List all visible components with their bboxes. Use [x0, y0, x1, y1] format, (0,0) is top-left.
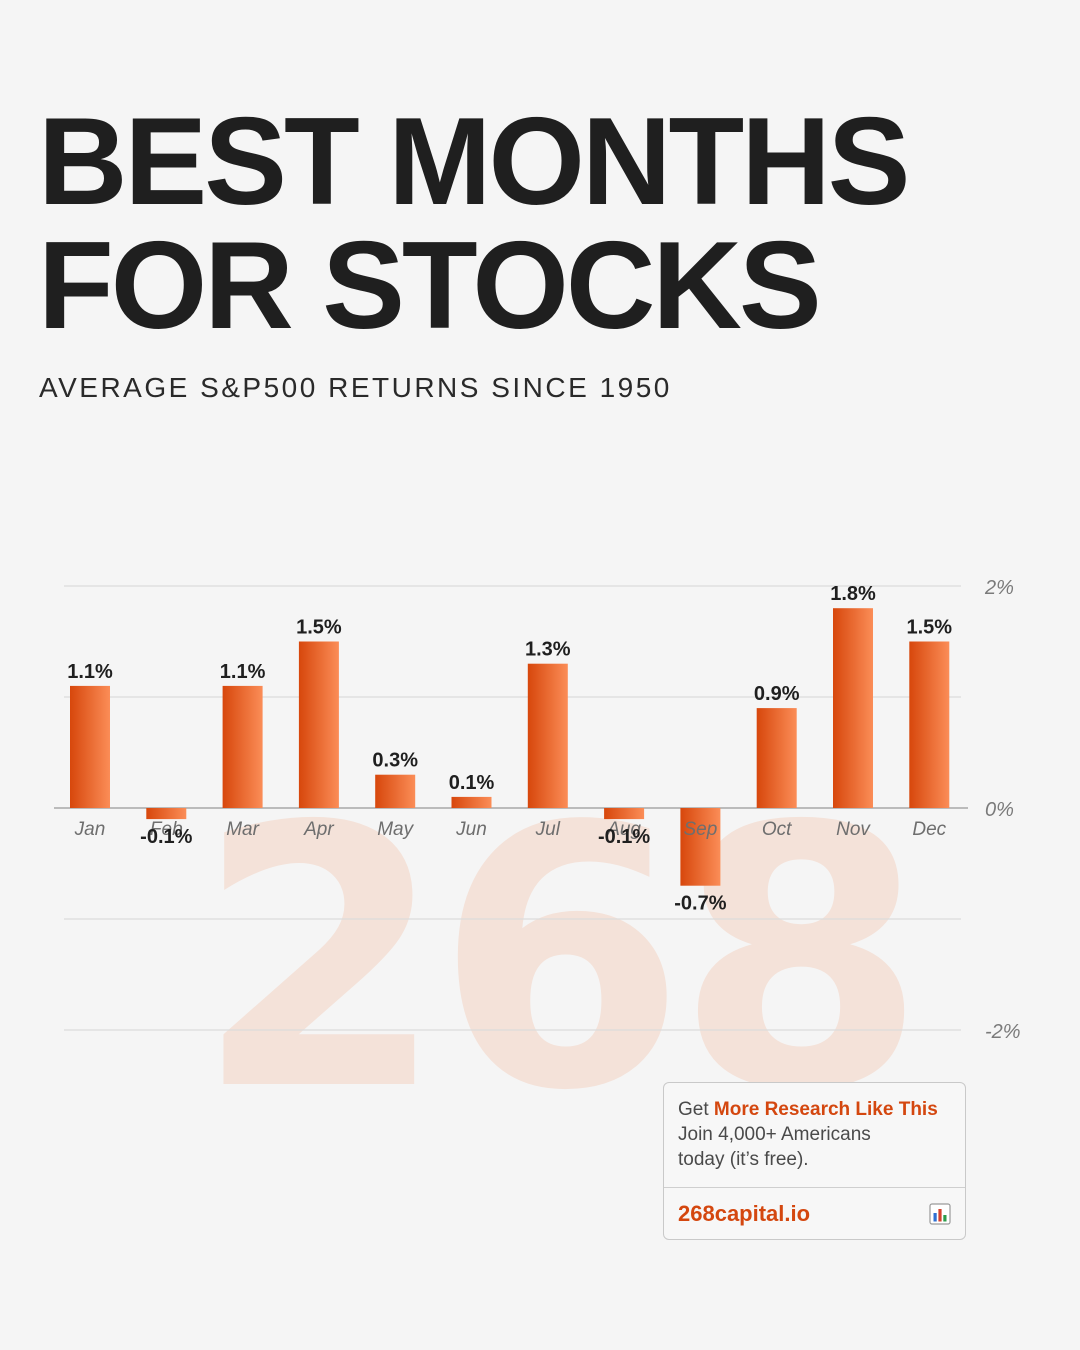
bar-jan [70, 685, 110, 808]
data-label: 1.1% [67, 661, 113, 683]
website-link[interactable]: 268capital.io [678, 1200, 811, 1226]
bar-jun [451, 796, 492, 808]
data-label: -0.1% [140, 826, 192, 848]
cta-line-3: today (it’s free). [678, 1149, 809, 1170]
bar-dec [909, 641, 950, 808]
data-label: 1.3% [525, 639, 571, 661]
x-tick-label: Jul [535, 819, 561, 840]
x-tick-label: Aug [606, 819, 641, 840]
data-label: 0.1% [449, 772, 495, 794]
bar-chart-icon [929, 1202, 951, 1225]
data-label: -0.7% [674, 893, 726, 915]
y-tick-label: 0% [985, 799, 1014, 821]
data-label: 1.8% [830, 583, 876, 605]
bar-may [375, 774, 416, 808]
title-line-2: FOR STOCKS [38, 217, 822, 355]
y-tick-label: 2% [984, 577, 1014, 599]
title-line-1: BEST MONTHS [38, 93, 910, 231]
data-label: 1.5% [296, 617, 342, 639]
bar-apr [298, 641, 339, 808]
bar-oct [756, 708, 797, 808]
y-tick-label: -2% [985, 1021, 1021, 1043]
bar-feb [146, 808, 187, 820]
page-title: BEST MONTHS FOR STOCKS [38, 93, 910, 355]
x-tick-label: Mar [226, 819, 259, 840]
bars [70, 608, 950, 886]
cta-prefix: Get [678, 1099, 714, 1120]
subtitle: AVERAGE S&P500 RETURNS SINCE 1950 [39, 372, 672, 403]
x-tick-label: Feb [150, 819, 183, 840]
x-tick-label: May [377, 819, 414, 840]
bar-nov [833, 608, 873, 808]
newsletter-footer: 268capital.io [664, 1188, 965, 1239]
x-tick-label: Jun [455, 819, 487, 840]
bar-mar [222, 685, 263, 808]
cta-line-2: Join 4,000+ Americans [678, 1124, 871, 1145]
x-tick-label: Jan [74, 819, 106, 840]
data-label: 0.3% [372, 750, 418, 772]
newsletter-card: Get More Research Like This Join 4,000+ … [663, 1082, 966, 1240]
data-label: 0.9% [754, 683, 800, 705]
data-label: -0.1% [598, 826, 650, 848]
gridlines [54, 585, 968, 1031]
data-label: 1.5% [907, 617, 953, 639]
data-label: 1.1% [220, 661, 266, 683]
bar-jul [527, 663, 568, 808]
bar-aug [604, 808, 645, 820]
cta-highlight: More Research Like This [713, 1099, 938, 1120]
bar-sep [680, 808, 721, 886]
x-tick-label: Oct [762, 819, 792, 840]
x-tick-label: Sep [683, 819, 717, 840]
x-tick-label: Dec [912, 819, 946, 840]
x-tick-label: Apr [303, 819, 334, 840]
x-tick-label: Nov [836, 819, 871, 840]
newsletter-text: Get More Research Like This Join 4,000+ … [664, 1083, 965, 1188]
